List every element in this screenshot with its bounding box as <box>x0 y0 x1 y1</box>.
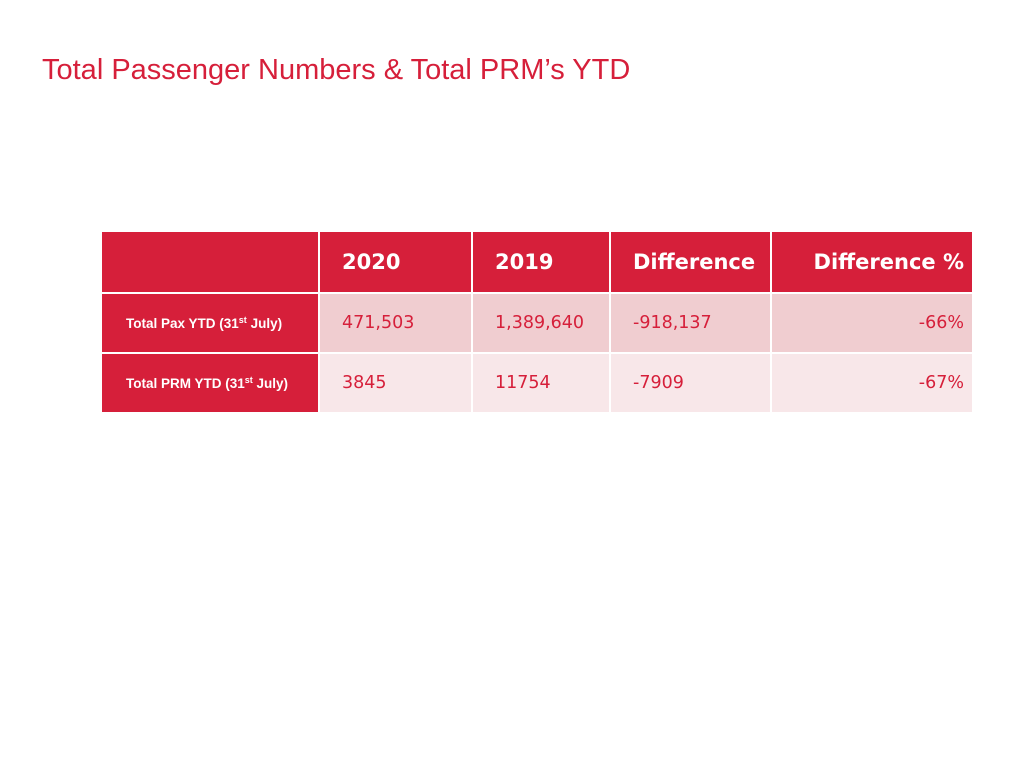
table-header-row: 2020 2019 Difference Difference % <box>100 230 974 294</box>
row-label-text-end: July) <box>252 375 289 391</box>
cell-prm-difference: -7909 <box>609 352 772 414</box>
row-label-superscript: st <box>238 314 247 325</box>
header-2020: 2020 <box>318 230 473 294</box>
row-label-superscript: st <box>244 374 253 385</box>
header-corner-cell <box>100 230 320 294</box>
cell-pax-2020: 471,503 <box>318 292 473 354</box>
table-row: Total PRM YTD (31st July) 3845 11754 -79… <box>100 352 974 414</box>
cell-prm-difference-percent: -67% <box>770 352 974 414</box>
row-label-total-prm: Total PRM YTD (31st July) <box>100 352 320 414</box>
header-2019: 2019 <box>471 230 611 294</box>
cell-pax-2019: 1,389,640 <box>471 292 611 354</box>
header-difference-percent: Difference % <box>770 230 974 294</box>
row-label-text-end: July) <box>246 315 283 331</box>
ytd-comparison-table: 2020 2019 Difference Difference % Total … <box>100 230 974 414</box>
slide-title: Total Passenger Numbers & Total PRM’s YT… <box>42 54 631 86</box>
cell-prm-2019: 11754 <box>471 352 611 414</box>
cell-prm-2020: 3845 <box>318 352 473 414</box>
row-label-text: Total Pax YTD (31 <box>126 315 239 331</box>
cell-pax-difference-percent: -66% <box>770 292 974 354</box>
header-difference: Difference <box>609 230 772 294</box>
cell-pax-difference: -918,137 <box>609 292 772 354</box>
row-label-total-pax: Total Pax YTD (31st July) <box>100 292 320 354</box>
table-row: Total Pax YTD (31st July) 471,503 1,389,… <box>100 292 974 354</box>
row-label-text: Total PRM YTD (31 <box>126 375 245 391</box>
